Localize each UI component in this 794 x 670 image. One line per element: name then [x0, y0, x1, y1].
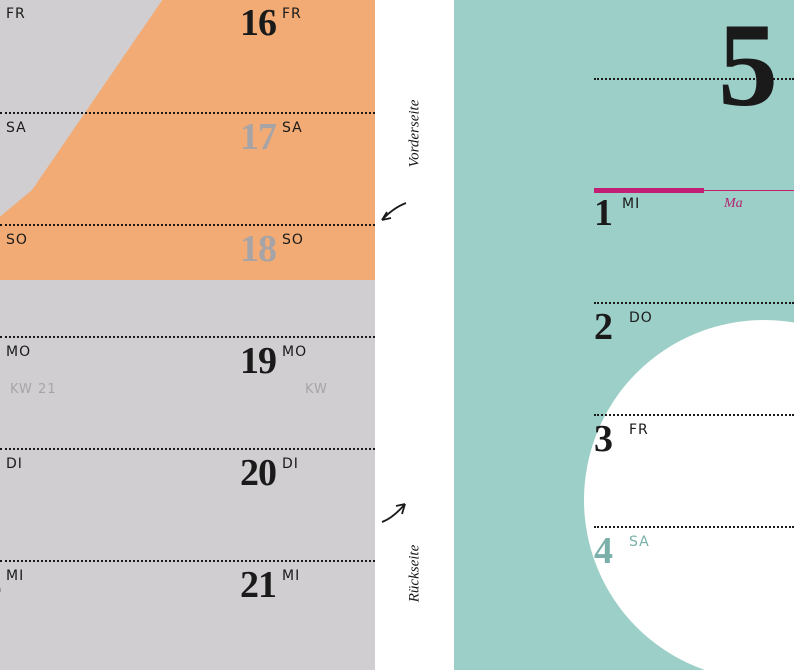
left-row: 3DI 20 DI — [0, 448, 375, 560]
label-back: Rückseite — [406, 545, 423, 602]
label-front: Vorderseite — [406, 100, 423, 168]
right-row: 1 MI Ma — [594, 190, 794, 302]
left-col-a: 0SA — [0, 118, 27, 156]
right-row: 4 SA — [594, 526, 794, 638]
day-number: 19 — [240, 342, 276, 380]
day-abbr: FR — [629, 422, 649, 438]
day-abbr: FR — [282, 6, 302, 22]
front-panel: 9FR 16 FR 0SA 17 SA 1SO 18 SO 2MO 19 MO KW 21 KW 3DI 20… — [0, 0, 375, 670]
left-row: 0SA 17 SA — [0, 112, 375, 224]
day-number: 17 — [240, 118, 276, 156]
month-number: 5 — [718, 5, 774, 125]
right-row: 2 DO — [594, 302, 794, 414]
day-number: 20 — [240, 454, 276, 492]
day-abbr: DO — [629, 310, 653, 326]
day-number: 4 — [594, 532, 612, 570]
day-number: 18 — [240, 230, 276, 268]
day-number: 16 — [240, 4, 276, 42]
right-row: 3 FR — [594, 414, 794, 526]
left-col-a: 9FR — [0, 4, 26, 42]
day-number: 21 — [240, 566, 276, 604]
left-row: 4MI 21 MI — [0, 560, 375, 670]
week-label: KW 21 — [10, 382, 57, 397]
back-panel: 5 1 MI Ma 2 DO 3 FR 4 SA — [454, 0, 794, 670]
left-col-b: 16 FR — [240, 4, 302, 42]
day-number: 2 — [594, 308, 612, 346]
left-col-a: 1SO — [0, 230, 28, 268]
day-abbr: MO — [6, 344, 31, 360]
day-abbr: FR — [6, 6, 26, 22]
day-number: 1 — [594, 194, 612, 232]
day-abbr: MI — [622, 196, 640, 212]
left-col-b: 18 SO — [240, 230, 304, 268]
left-col-a: 4MI — [0, 566, 24, 604]
day-abbr: DI — [282, 456, 299, 472]
day-abbr: SA — [6, 120, 27, 136]
gutter: Vorderseite Rückseite — [375, 0, 454, 670]
day-abbr: SO — [6, 232, 28, 248]
left-col-b: 21 MI — [240, 566, 300, 604]
left-row: 1SO 18 SO — [0, 224, 375, 336]
left-col-b: 17 SA — [240, 118, 303, 156]
day-abbr: SA — [629, 534, 650, 550]
day-number: 3 — [594, 420, 612, 458]
day-abbr: SO — [282, 232, 304, 248]
day-abbr: DI — [6, 456, 23, 472]
day-abbr: SA — [282, 120, 303, 136]
week-label: KW — [305, 382, 328, 397]
left-row: 9FR 16 FR — [0, 0, 375, 112]
left-col-b: 19 MO — [240, 342, 307, 380]
month-name-partial: Ma — [724, 196, 743, 212]
left-col-a: 3DI — [0, 454, 23, 492]
left-col-b: 20 DI — [240, 454, 299, 492]
day-abbr: MI — [6, 568, 24, 584]
left-row: 2MO 19 MO KW 21 KW — [0, 336, 375, 448]
left-col-a: 2MO — [0, 342, 31, 380]
day-abbr: MO — [282, 344, 307, 360]
day-abbr: MI — [282, 568, 300, 584]
